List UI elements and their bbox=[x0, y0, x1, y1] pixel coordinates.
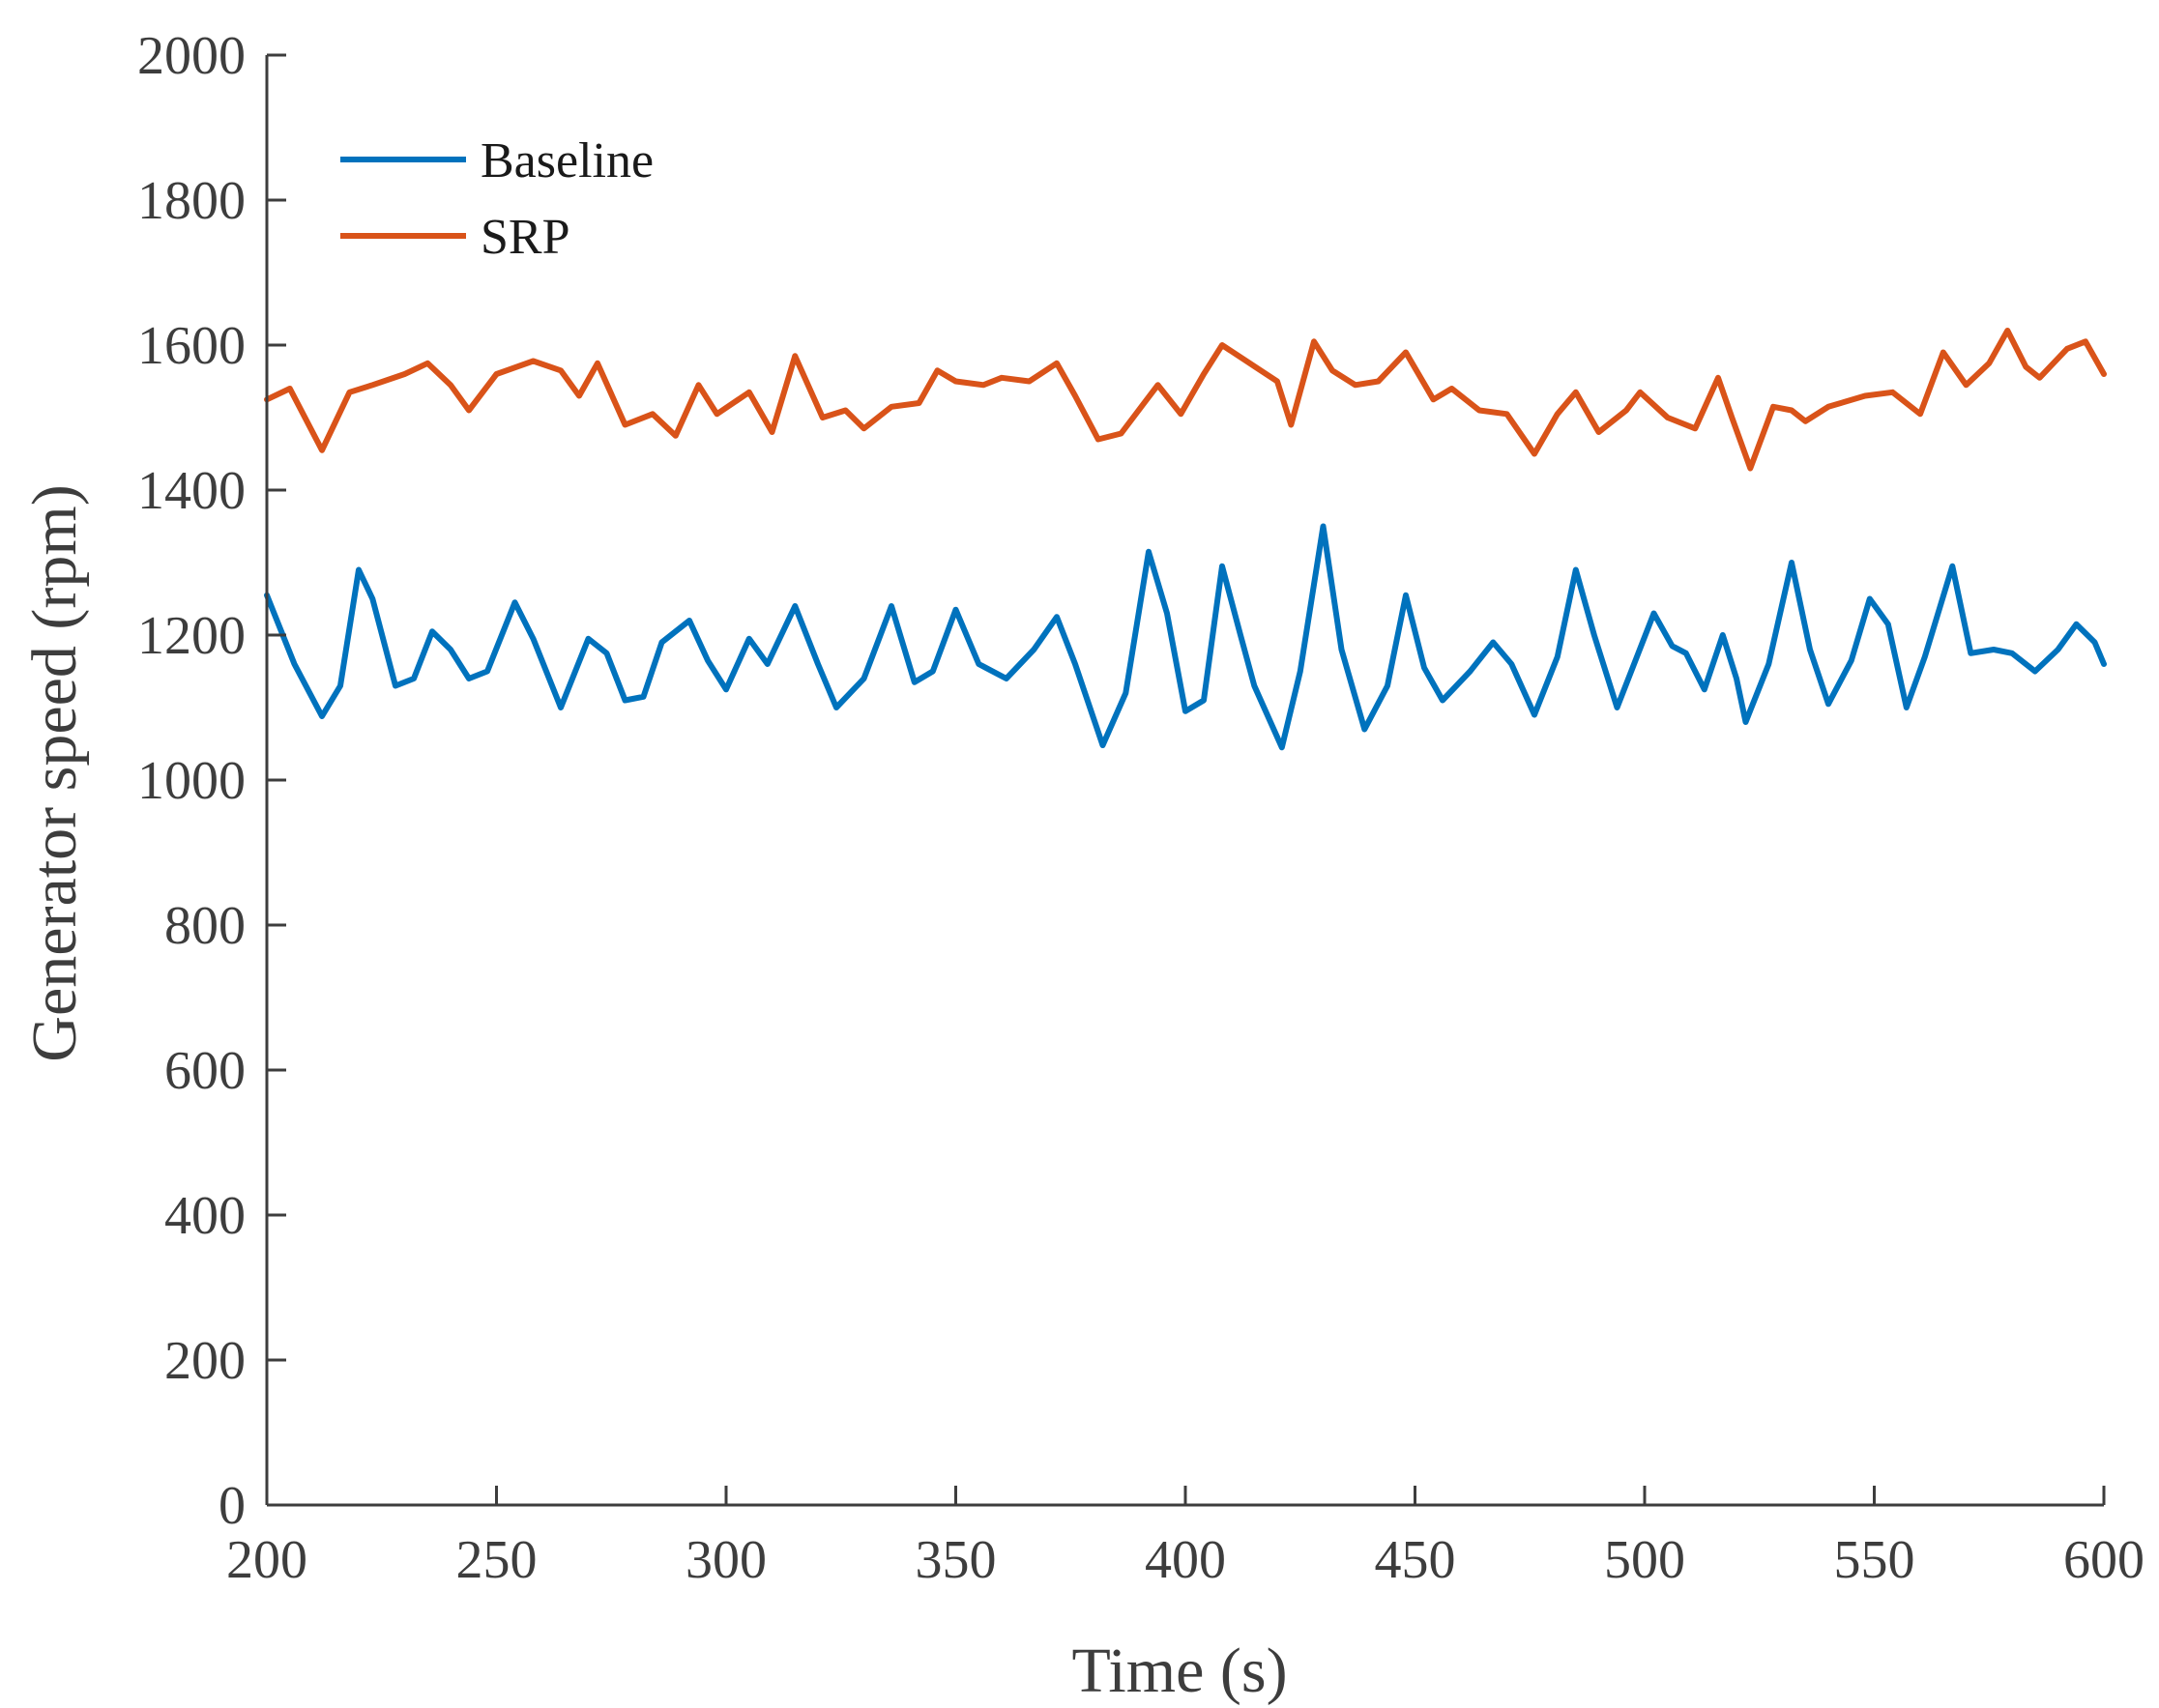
x-tick-label: 600 bbox=[2063, 1530, 2144, 1590]
y-tick-label: 1000 bbox=[137, 751, 246, 811]
axes: 0200400600800100012001400160018002000200… bbox=[137, 26, 2144, 1590]
y-tick-label: 1400 bbox=[137, 461, 246, 521]
y-tick-label: 1800 bbox=[137, 171, 246, 231]
x-tick-label: 450 bbox=[1375, 1530, 1456, 1590]
legend: Baseline SRP bbox=[340, 133, 654, 265]
y-tick-label: 2000 bbox=[137, 26, 246, 86]
x-tick-label: 300 bbox=[686, 1530, 767, 1590]
y-axis-title: Generator speed (rpm) bbox=[19, 484, 90, 1061]
x-tick-label: 350 bbox=[916, 1530, 997, 1590]
y-tick-label: 200 bbox=[164, 1331, 246, 1391]
y-tick-label: 1200 bbox=[137, 606, 246, 666]
y-tick-label: 0 bbox=[219, 1476, 246, 1536]
y-tick-label: 600 bbox=[164, 1041, 246, 1101]
x-tick-label: 200 bbox=[226, 1530, 307, 1590]
y-tick-label: 1600 bbox=[137, 316, 246, 376]
x-tick-label: 400 bbox=[1145, 1530, 1226, 1590]
legend-label-baseline: Baseline bbox=[481, 133, 654, 188]
x-tick-label: 550 bbox=[1834, 1530, 1915, 1590]
x-axis-title: Time (s) bbox=[1071, 1636, 1287, 1706]
y-tick-label: 400 bbox=[164, 1186, 246, 1246]
x-tick-label: 250 bbox=[456, 1530, 538, 1590]
x-tick-label: 500 bbox=[1604, 1530, 1685, 1590]
legend-label-srp: SRP bbox=[481, 210, 570, 265]
series-line-srp bbox=[264, 328, 2107, 472]
plot-area bbox=[264, 328, 2107, 751]
y-tick-label: 800 bbox=[164, 896, 246, 956]
series-line-baseline bbox=[264, 523, 2107, 751]
